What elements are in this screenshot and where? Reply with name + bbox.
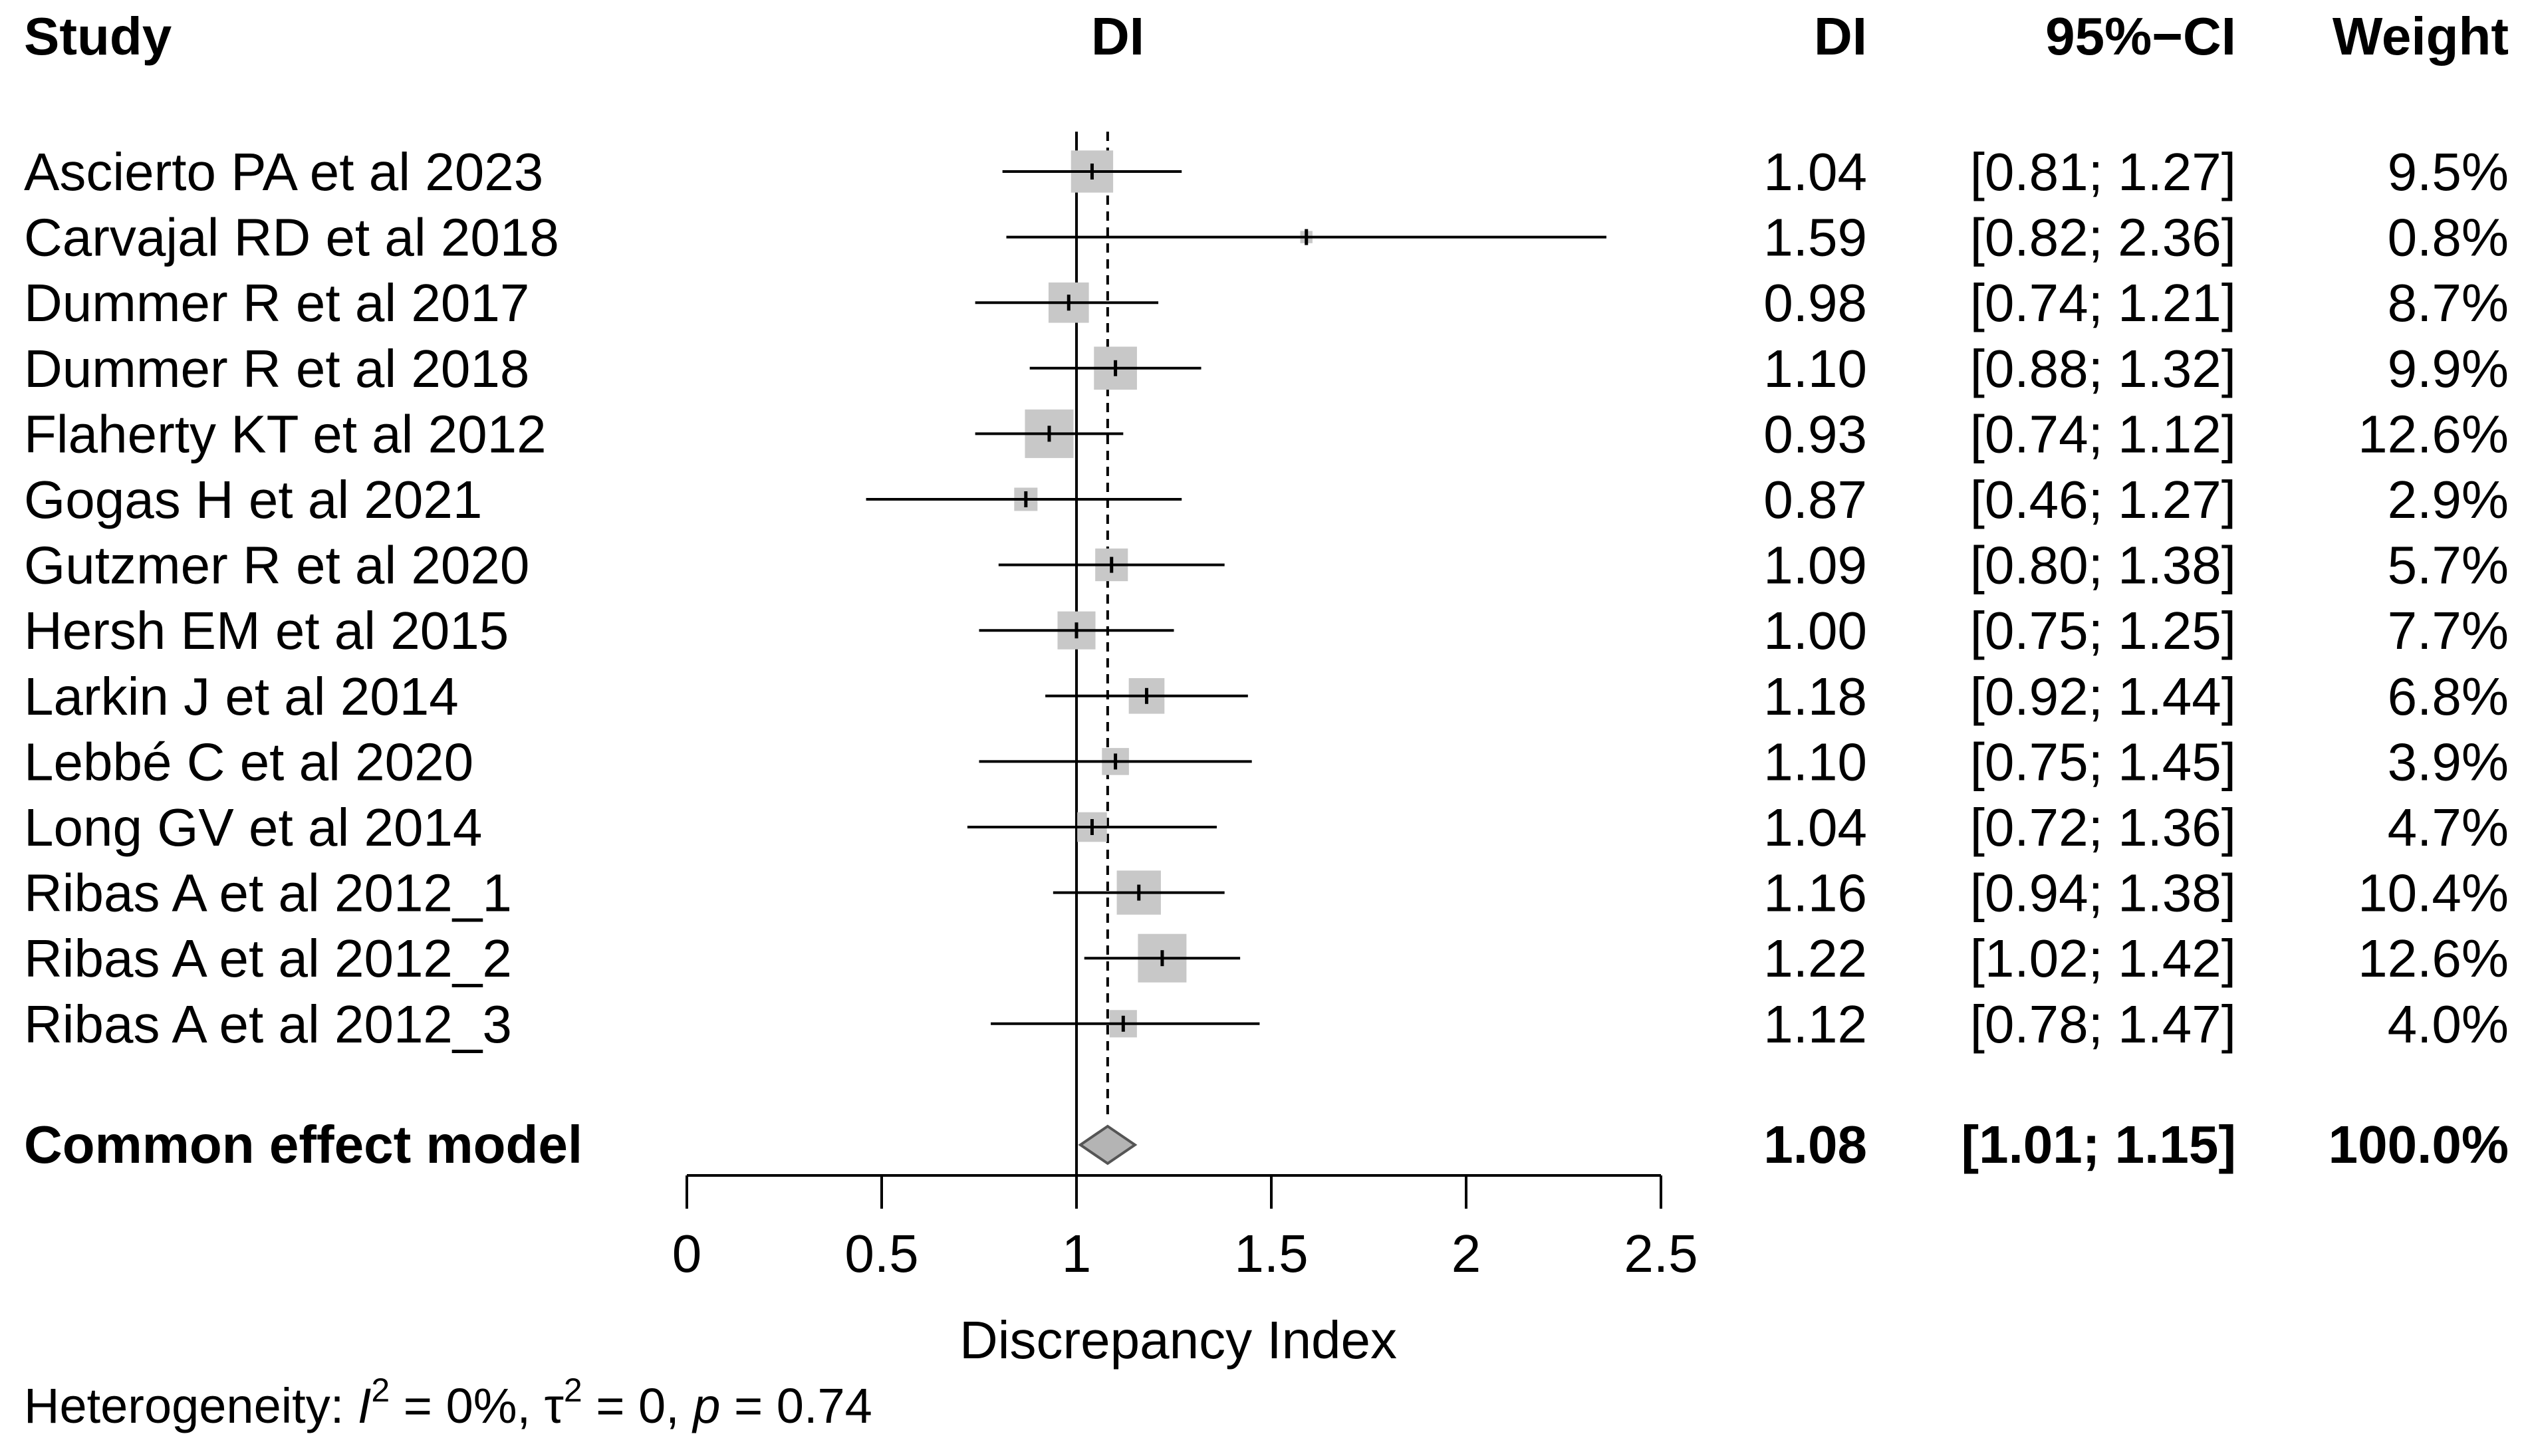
het-p-value: = 0.74 (720, 1378, 872, 1433)
het-tau-symbol: τ (545, 1378, 564, 1433)
study-di-value: 1.00 (1763, 601, 1867, 660)
x-tick-label: 0 (672, 1224, 702, 1283)
study-weight-value: 12.6% (2358, 404, 2509, 463)
study-weight-value: 0.8% (2388, 208, 2509, 267)
study-di-value: 1.22 (1763, 929, 1867, 988)
study-ci-value: [0.74; 1.12] (1970, 404, 2236, 463)
het-i2-sup: 2 (371, 1372, 390, 1409)
header-study: Study (24, 7, 172, 66)
study-label: Ascierto PA et al 2023 (24, 142, 543, 201)
study-di-value: 0.98 (1763, 273, 1867, 332)
x-tick-label: 2 (1452, 1224, 1481, 1283)
het-i2-value: = 0%, (390, 1378, 544, 1433)
study-di-value: 1.18 (1763, 667, 1867, 726)
study-di-value: 0.93 (1763, 404, 1867, 463)
pooled-di-value: 1.08 (1763, 1115, 1867, 1174)
study-ci-value: [0.81; 1.27] (1970, 142, 2236, 201)
study-ci-value: [0.75; 1.25] (1970, 601, 2236, 660)
header-weight: Weight (2333, 7, 2509, 66)
header-ci: 95%−CI (2045, 7, 2236, 66)
het-p-symbol: p (692, 1378, 720, 1433)
study-weight-value: 2.9% (2388, 470, 2509, 529)
study-weight-value: 5.7% (2388, 536, 2509, 595)
study-di-value: 1.04 (1763, 798, 1867, 857)
study-label: Ribas A et al 2012_2 (24, 929, 512, 988)
het-i2-symbol: I (358, 1378, 372, 1433)
study-ci-value: [0.75; 1.45] (1970, 732, 2236, 791)
het-tau-value: = 0, (582, 1378, 694, 1433)
study-weight-value: 4.7% (2388, 798, 2509, 857)
study-di-value: 1.10 (1763, 339, 1867, 398)
x-tick-label: 0.5 (844, 1224, 918, 1283)
study-weight-value: 12.6% (2358, 929, 2509, 988)
x-tick-label: 1.5 (1234, 1224, 1308, 1283)
study-label: Gogas H et al 2021 (24, 470, 482, 529)
study-ci-value: [0.88; 1.32] (1970, 339, 2236, 398)
x-tick-label: 1 (1062, 1224, 1092, 1283)
study-ci-value: [0.92; 1.44] (1970, 667, 2236, 726)
study-label: Gutzmer R et al 2020 (24, 536, 529, 595)
study-label: Larkin J et al 2014 (24, 667, 459, 726)
study-label: Long GV et al 2014 (24, 798, 482, 857)
study-weight-value: 9.5% (2388, 142, 2509, 201)
study-weight-value: 9.9% (2388, 339, 2509, 398)
study-ci-value: [0.82; 2.36] (1970, 208, 2236, 267)
study-di-value: 1.16 (1763, 864, 1867, 923)
pooled-weight-value: 100.0% (2329, 1115, 2509, 1174)
study-ci-value: [0.94; 1.38] (1970, 864, 2236, 923)
study-label: Carvajal RD et al 2018 (24, 208, 559, 267)
study-ci-value: [0.78; 1.47] (1970, 995, 2236, 1054)
study-weight-value: 6.8% (2388, 667, 2509, 726)
study-di-value: 1.12 (1763, 995, 1867, 1054)
heterogeneity-text: Heterogeneity: I2 = 0%, τ2 = 0, p = 0.74 (24, 1372, 872, 1433)
study-label: Dummer R et al 2018 (24, 339, 529, 398)
study-weight-value: 4.0% (2388, 995, 2509, 1054)
study-label: Lebbé C et al 2020 (24, 732, 473, 791)
pooled-diamond (1078, 1124, 1138, 1165)
pooled-label: Common effect model (24, 1115, 582, 1174)
study-label: Dummer R et al 2017 (24, 273, 529, 332)
study-di-value: 0.87 (1763, 470, 1867, 529)
study-weight-value: 8.7% (2388, 273, 2509, 332)
pooled-ci-value: [1.01; 1.15] (1961, 1115, 2236, 1174)
x-tick-label: 2.5 (1624, 1224, 1698, 1283)
study-ci-value: [0.80; 1.38] (1970, 536, 2236, 595)
plot-area (686, 132, 1662, 1209)
study-ci-value: [0.46; 1.27] (1970, 470, 2236, 529)
study-di-value: 1.10 (1763, 732, 1867, 791)
study-label: Ribas A et al 2012_3 (24, 995, 512, 1054)
het-prefix: Heterogeneity: (24, 1378, 358, 1433)
table-rows: Ascierto PA et al 2023 1.04 [0.81; 1.27] 9.… (24, 142, 2509, 1283)
study-ci-value: [1.02; 1.42] (1970, 929, 2236, 988)
header-plot-di: DI (1091, 7, 1144, 66)
het-tau-sup: 2 (564, 1372, 582, 1409)
study-label: Ribas A et al 2012_1 (24, 864, 512, 923)
study-weight-value: 3.9% (2388, 732, 2509, 791)
study-ci-value: [0.72; 1.36] (1970, 798, 2236, 857)
study-label: Hersh EM et al 2015 (24, 601, 509, 660)
x-axis-title: Discrepancy Index (959, 1310, 1397, 1370)
study-label: Flaherty KT et al 2012 (24, 404, 547, 463)
header-di: DI (1814, 7, 1867, 66)
study-weight-value: 10.4% (2358, 864, 2509, 923)
study-di-value: 1.04 (1763, 142, 1867, 201)
study-di-value: 1.09 (1763, 536, 1867, 595)
study-di-value: 1.59 (1763, 208, 1867, 267)
study-ci-value: [0.74; 1.21] (1970, 273, 2236, 332)
study-weight-value: 7.7% (2388, 601, 2509, 660)
